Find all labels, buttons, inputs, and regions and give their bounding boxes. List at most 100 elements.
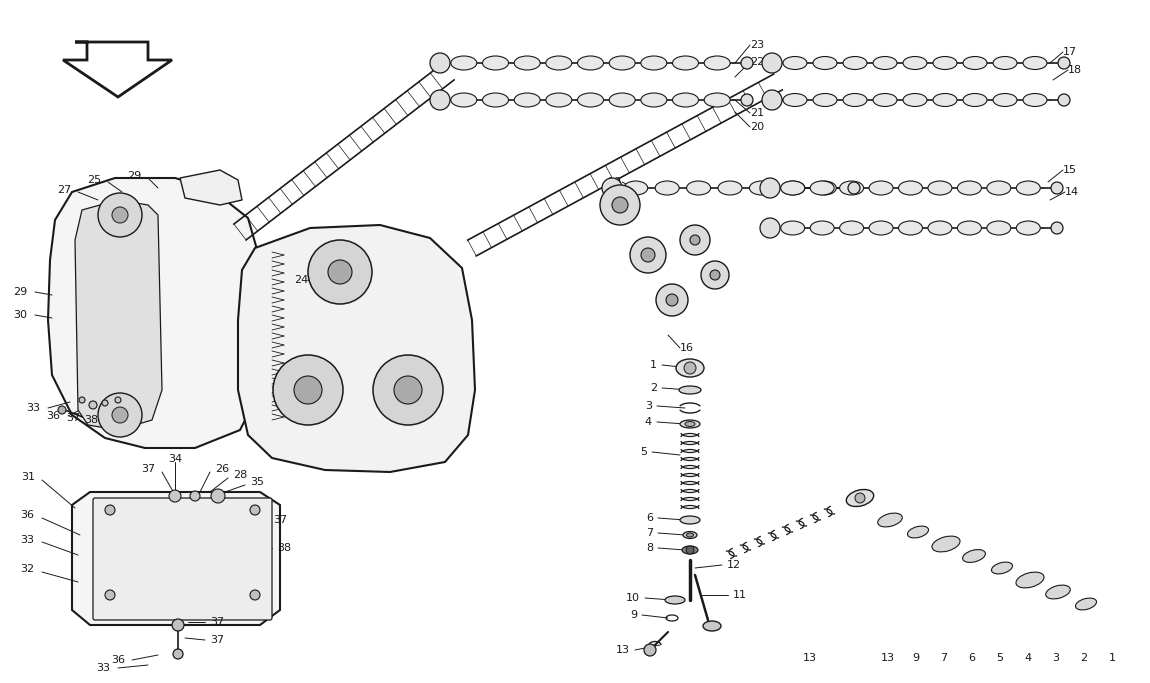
- Ellipse shape: [869, 221, 894, 235]
- Ellipse shape: [873, 94, 897, 107]
- Circle shape: [760, 178, 780, 198]
- Text: 5: 5: [997, 653, 1004, 663]
- Circle shape: [680, 225, 710, 255]
- Circle shape: [612, 197, 628, 213]
- Ellipse shape: [1017, 221, 1041, 235]
- Ellipse shape: [718, 181, 742, 195]
- Text: 36: 36: [46, 411, 60, 421]
- Ellipse shape: [958, 181, 981, 195]
- Ellipse shape: [781, 181, 805, 195]
- Circle shape: [89, 401, 97, 409]
- Circle shape: [430, 53, 450, 73]
- Ellipse shape: [840, 221, 864, 235]
- Circle shape: [702, 261, 729, 289]
- Circle shape: [684, 362, 696, 374]
- Ellipse shape: [812, 181, 836, 195]
- Ellipse shape: [810, 181, 834, 195]
- Ellipse shape: [687, 181, 711, 195]
- Circle shape: [690, 235, 700, 245]
- Text: 12: 12: [727, 560, 741, 570]
- Circle shape: [710, 270, 720, 280]
- Ellipse shape: [1017, 181, 1041, 195]
- Ellipse shape: [991, 562, 1012, 574]
- Text: 10: 10: [626, 593, 641, 603]
- Circle shape: [1058, 57, 1070, 69]
- Ellipse shape: [665, 596, 685, 604]
- Ellipse shape: [987, 221, 1011, 235]
- Text: 38: 38: [84, 415, 98, 425]
- Ellipse shape: [514, 56, 540, 70]
- Ellipse shape: [933, 94, 957, 107]
- Circle shape: [630, 237, 666, 273]
- Circle shape: [210, 489, 225, 503]
- Text: 33: 33: [20, 535, 34, 545]
- Polygon shape: [48, 178, 262, 448]
- Ellipse shape: [898, 221, 922, 235]
- Text: 8: 8: [646, 543, 653, 553]
- Ellipse shape: [623, 181, 647, 195]
- Circle shape: [273, 355, 343, 425]
- Text: 27: 27: [56, 185, 71, 195]
- Text: 32: 32: [20, 564, 34, 574]
- Ellipse shape: [546, 56, 572, 70]
- Text: 3: 3: [1052, 653, 1059, 663]
- Ellipse shape: [451, 56, 477, 70]
- Text: 33: 33: [26, 403, 40, 413]
- Ellipse shape: [683, 531, 697, 538]
- Ellipse shape: [907, 526, 928, 538]
- Text: 6: 6: [646, 513, 653, 523]
- Ellipse shape: [656, 181, 680, 195]
- Ellipse shape: [933, 57, 957, 70]
- Text: 21: 21: [750, 108, 764, 118]
- Circle shape: [762, 90, 782, 110]
- Ellipse shape: [678, 386, 702, 394]
- Circle shape: [394, 376, 422, 404]
- Text: 6: 6: [968, 653, 975, 663]
- Circle shape: [98, 193, 141, 237]
- Text: 29: 29: [13, 287, 26, 297]
- Ellipse shape: [846, 490, 874, 507]
- Ellipse shape: [928, 221, 952, 235]
- Text: 14: 14: [1065, 187, 1079, 197]
- Text: 36: 36: [112, 655, 125, 665]
- Text: 23: 23: [750, 40, 764, 50]
- Circle shape: [308, 240, 371, 304]
- Circle shape: [105, 505, 115, 515]
- Text: 1: 1: [650, 360, 657, 370]
- Ellipse shape: [963, 94, 987, 107]
- Text: 30: 30: [13, 310, 26, 320]
- Ellipse shape: [685, 421, 695, 426]
- Text: 26: 26: [215, 464, 229, 474]
- Ellipse shape: [1045, 585, 1071, 599]
- Text: 25: 25: [87, 175, 101, 185]
- Circle shape: [644, 644, 656, 656]
- Text: 9: 9: [912, 653, 920, 663]
- Circle shape: [105, 590, 115, 600]
- Circle shape: [1058, 94, 1070, 106]
- Polygon shape: [75, 200, 162, 430]
- Ellipse shape: [781, 221, 805, 235]
- Circle shape: [98, 393, 141, 437]
- Ellipse shape: [577, 93, 604, 107]
- Circle shape: [169, 490, 181, 502]
- Text: 37: 37: [140, 464, 155, 474]
- Text: 1: 1: [1109, 653, 1116, 663]
- Ellipse shape: [781, 181, 805, 195]
- Ellipse shape: [676, 359, 704, 377]
- Text: 16: 16: [680, 343, 693, 353]
- Ellipse shape: [704, 93, 730, 107]
- Ellipse shape: [813, 57, 837, 70]
- Ellipse shape: [840, 181, 864, 195]
- Circle shape: [641, 248, 656, 262]
- Text: 29: 29: [126, 171, 141, 181]
- Text: 37: 37: [66, 413, 80, 423]
- Text: 7: 7: [941, 653, 948, 663]
- Circle shape: [115, 397, 121, 403]
- Text: 22: 22: [750, 57, 765, 67]
- Ellipse shape: [1024, 57, 1046, 70]
- Circle shape: [666, 294, 678, 306]
- Ellipse shape: [673, 56, 698, 70]
- Ellipse shape: [673, 93, 698, 107]
- Text: 9: 9: [630, 610, 637, 620]
- Ellipse shape: [610, 56, 635, 70]
